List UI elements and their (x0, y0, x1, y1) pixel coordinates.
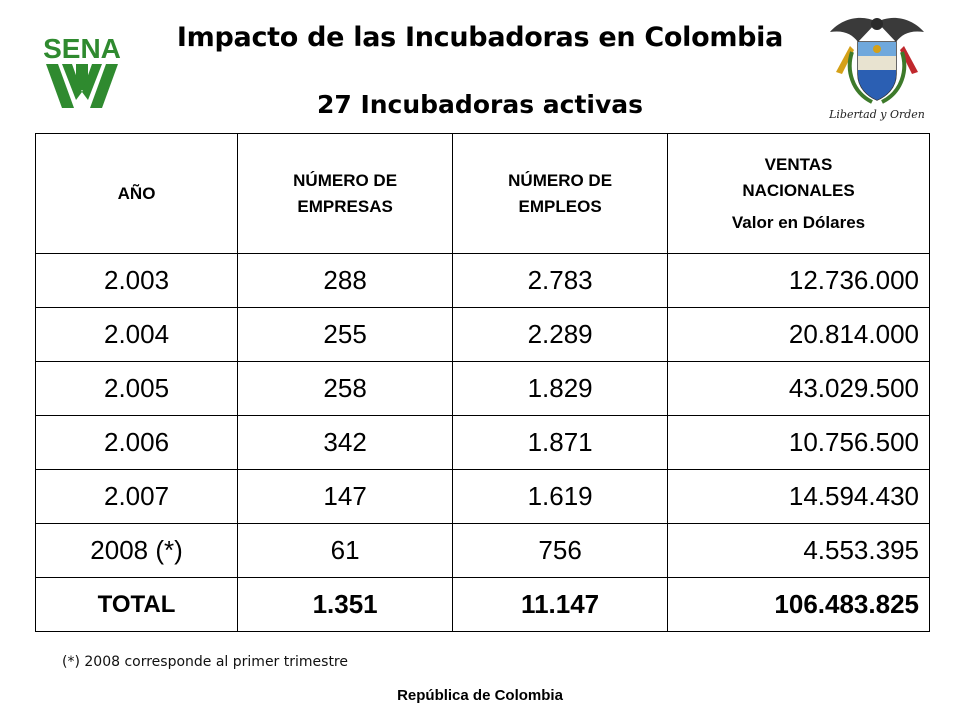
footnote: (*) 2008 corresponde al primer trimestre (62, 654, 348, 670)
cell-companies: 288 (237, 253, 454, 308)
sena-logo: SENA (26, 30, 138, 110)
incubators-table: AÑO NÚMERO DE EMPRESAS NÚMERO DE EMPLEOS… (34, 133, 930, 632)
cell-sales: 12.736.000 (667, 253, 930, 308)
cell-companies: 342 (237, 415, 454, 470)
cell-year: 2.005 (34, 361, 239, 416)
footer-text: República de Colombia (397, 687, 563, 704)
total-label: TOTAL (34, 577, 239, 632)
cell-year: 2.004 (34, 307, 239, 362)
cell-companies: 255 (237, 307, 454, 362)
cell-companies: 61 (237, 523, 454, 578)
cell-sales: 14.594.430 (667, 469, 930, 524)
cell-sales: 20.814.000 (667, 307, 930, 362)
header-year: AÑO (34, 133, 239, 254)
table-row: 2.004 255 2.289 20.814.000 (34, 307, 930, 362)
sena-logo-text: SENA (43, 33, 121, 64)
table-row: 2.006 342 1.871 10.756.500 (34, 415, 930, 470)
cell-year: 2.007 (34, 469, 239, 524)
cell-jobs: 1.619 (452, 469, 669, 524)
header-sales: VENTAS NACIONALES Valor en Dólares (667, 133, 930, 254)
table-header-row: AÑO NÚMERO DE EMPRESAS NÚMERO DE EMPLEOS… (34, 133, 930, 254)
coat-of-arms-motto: Libertad y Orden (829, 108, 925, 121)
table-row: 2.003 288 2.783 12.736.000 (34, 253, 930, 308)
page-title: Impacto de las Incubadoras en Colombia (176, 22, 784, 53)
cell-year: 2.003 (34, 253, 239, 308)
cell-jobs: 2.783 (452, 253, 669, 308)
cell-sales: 10.756.500 (667, 415, 930, 470)
total-sales: 106.483.825 (667, 577, 930, 632)
header-jobs: NÚMERO DE EMPLEOS (452, 133, 669, 254)
cell-jobs: 756 (452, 523, 669, 578)
cell-companies: 258 (237, 361, 454, 416)
cell-sales: 4.553.395 (667, 523, 930, 578)
table-row: 2.005 258 1.829 43.029.500 (34, 361, 930, 416)
header-companies: NÚMERO DE EMPRESAS (237, 133, 454, 254)
cell-jobs: 1.871 (452, 415, 669, 470)
cell-year: 2008 (*) (34, 523, 239, 578)
table-row: 2008 (*) 61 756 4.553.395 (34, 523, 930, 578)
table-total-row: TOTAL 1.351 11.147 106.483.825 (34, 577, 930, 632)
page-subtitle: 27 Incubadoras activas (316, 90, 644, 119)
cell-companies: 147 (237, 469, 454, 524)
coat-of-arms-logo: Libertad y Orden (822, 12, 932, 124)
cell-jobs: 2.289 (452, 307, 669, 362)
cell-sales: 43.029.500 (667, 361, 930, 416)
total-jobs: 11.147 (452, 577, 669, 632)
cell-year: 2.006 (34, 415, 239, 470)
cell-jobs: 1.829 (452, 361, 669, 416)
total-companies: 1.351 (237, 577, 454, 632)
table-row: 2.007 147 1.619 14.594.430 (34, 469, 930, 524)
